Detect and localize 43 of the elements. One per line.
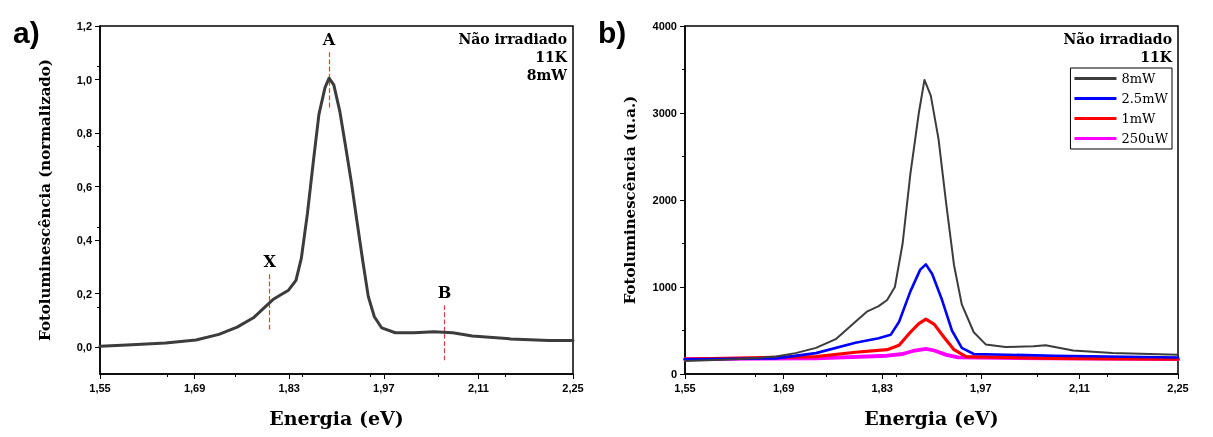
y-tick-label: 0,8 [76, 127, 92, 140]
legend-label: 250uW [1121, 131, 1169, 146]
annotation: 8mW [526, 67, 568, 83]
y-tick-label: 0 [670, 368, 677, 380]
y-tick-label: 4000 [652, 20, 677, 32]
annotation: B [437, 283, 452, 303]
x-axis-title: Energia (eV) [864, 406, 999, 429]
y-tick-label: 1000 [652, 281, 677, 293]
annotation: Não irradiado [1063, 31, 1172, 47]
x-tick-label: 1,83 [278, 381, 300, 394]
x-tick-label: 2,11 [1068, 381, 1090, 394]
x-tick-label: 1,83 [871, 381, 893, 394]
x-tick-label: 1,97 [970, 381, 992, 394]
y-tick-label: 2000 [652, 194, 677, 206]
annotation: 11K [1140, 49, 1173, 65]
x-tick-label: 2,25 [562, 381, 584, 394]
x-tick-label: 2,11 [467, 381, 489, 394]
x-axis-title: Energia (eV) [269, 406, 404, 429]
legend-label: 1mW [1121, 111, 1157, 126]
chart-title: a) [13, 15, 40, 49]
y-tick-label: 3000 [652, 107, 677, 119]
x-tick-label: 1,55 [674, 381, 696, 394]
y-tick-label: 1,2 [76, 20, 92, 32]
chart-title: b) [598, 15, 627, 49]
y-tick-label: 0,6 [76, 180, 92, 193]
annotation: Não irradiado [458, 31, 567, 47]
y-tick-label: 0,0 [76, 341, 92, 354]
x-tick-label: 1,69 [772, 381, 795, 394]
line-series [683, 263, 1180, 361]
legend-label: 2.5mW [1121, 91, 1169, 106]
x-tick-label: 2,25 [1167, 381, 1189, 394]
y-axis-title: Fotoluminescência (u.a.) [620, 95, 639, 305]
annotation: X [263, 252, 277, 272]
x-tick-label: 1,55 [89, 381, 111, 394]
legend-label: 8mW [1121, 71, 1157, 86]
x-tick-label: 1,69 [183, 381, 206, 394]
annotation: A [321, 30, 336, 50]
annotation: 11K [535, 49, 568, 65]
x-tick-label: 1,97 [373, 381, 395, 394]
y-axis-title: Fotoluminescência (normalizado) [35, 59, 54, 341]
y-tick-label: 0,2 [76, 287, 92, 300]
y-tick-label: 1,0 [76, 73, 92, 86]
y-tick-label: 0,4 [76, 234, 93, 247]
